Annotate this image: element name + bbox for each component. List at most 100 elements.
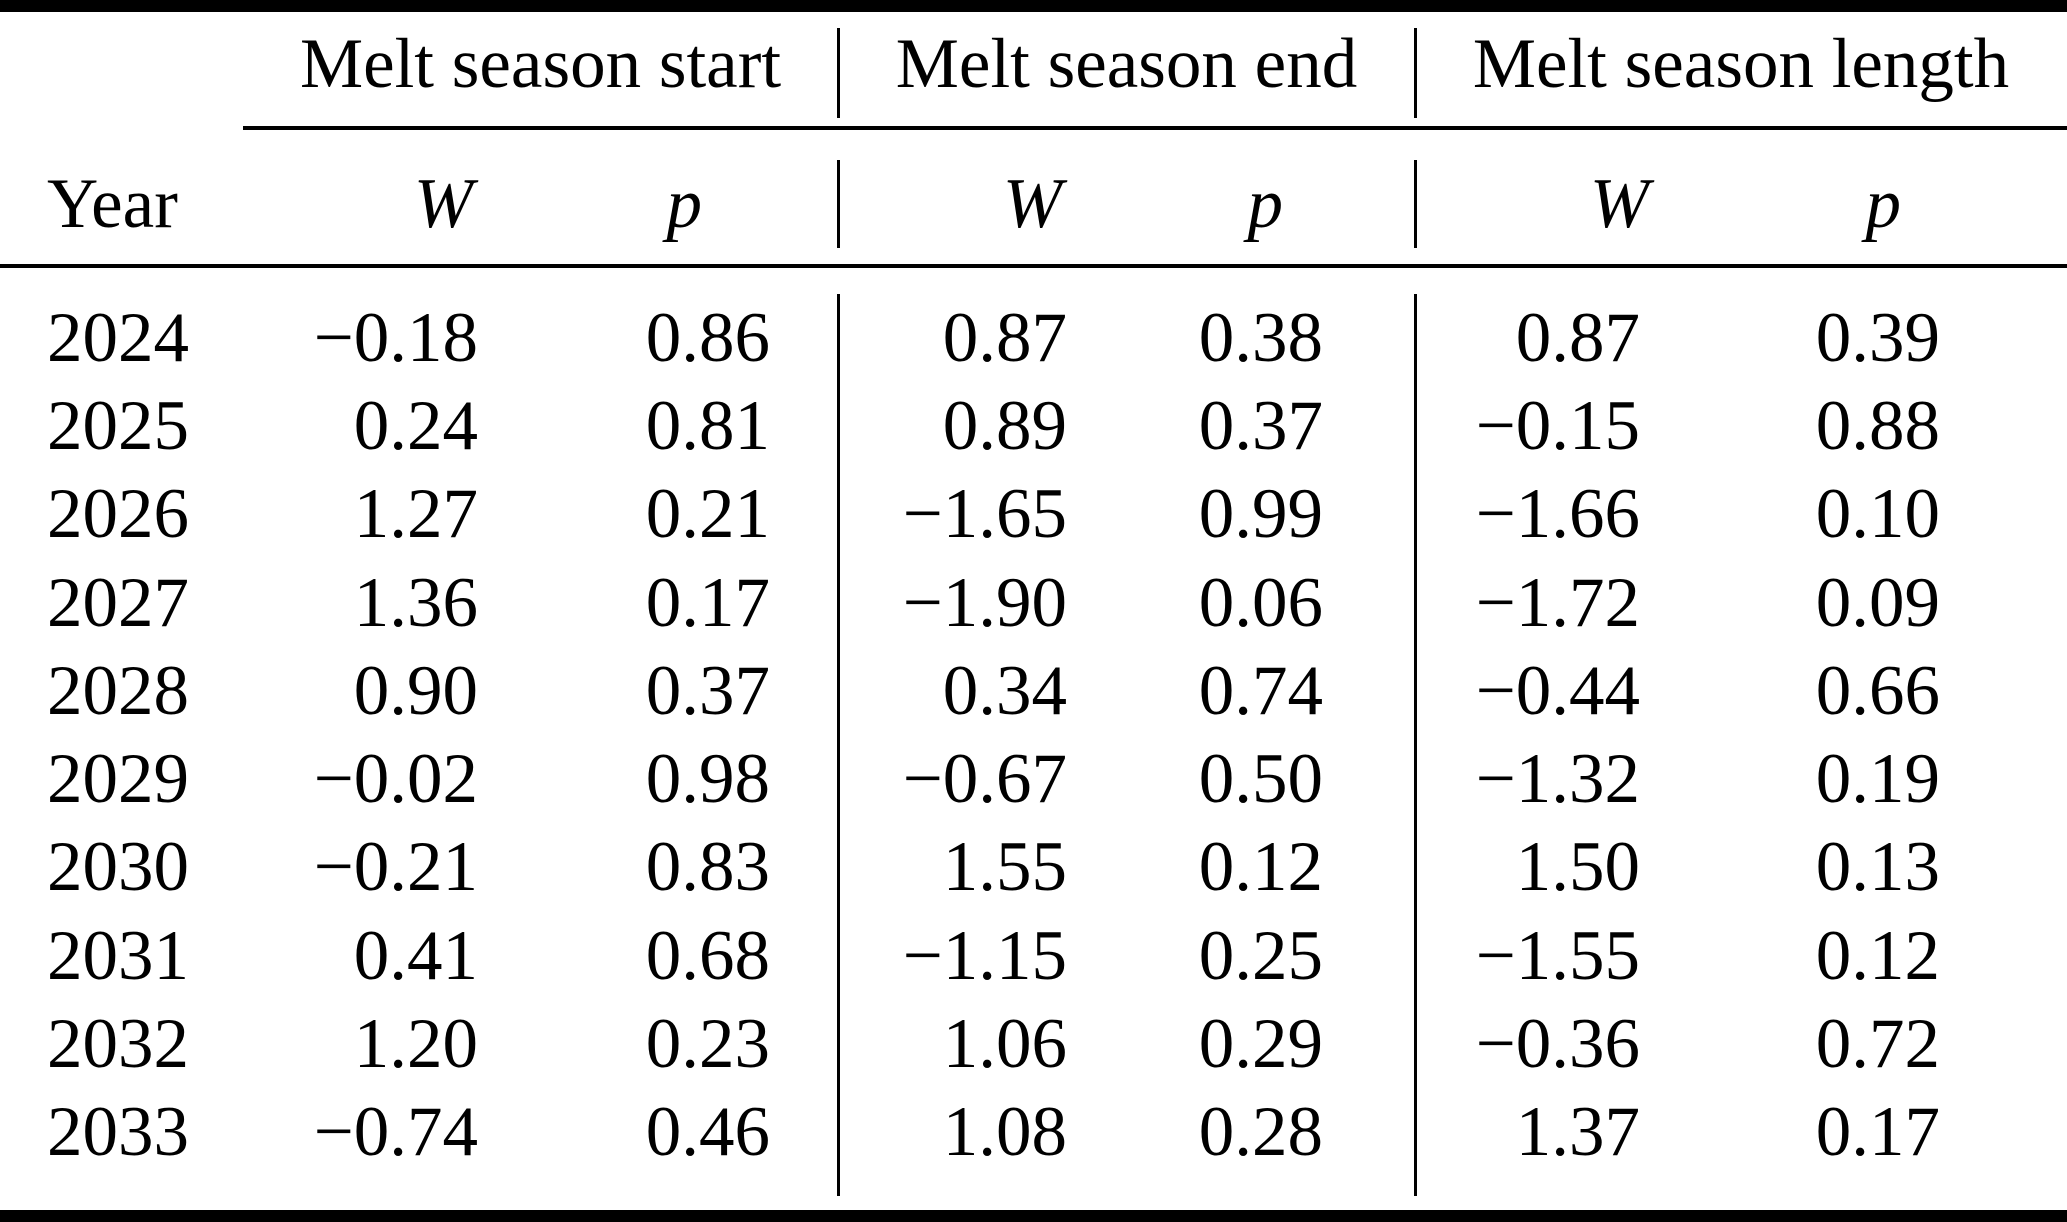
length-p-cell: 0.17 xyxy=(1815,1093,1940,1172)
bottom-rule xyxy=(0,1210,2067,1222)
table-row: 2030 −0.21 0.83 1.55 0.12 1.50 0.13 xyxy=(0,824,2067,912)
start-w-cell: 0.41 xyxy=(353,916,478,995)
end-p-cell: 0.06 xyxy=(1198,563,1323,642)
start-w-cell: 1.36 xyxy=(353,563,478,642)
length-w-cell: −0.44 xyxy=(1475,651,1640,730)
start-p-cell: 0.98 xyxy=(645,740,770,819)
end-p-cell: 0.50 xyxy=(1198,740,1323,819)
length-p-cell: 0.72 xyxy=(1815,1005,1940,1084)
start-w-cell: 0.90 xyxy=(353,651,478,730)
year-cell: 2029 xyxy=(47,740,189,819)
end-p-cell: 0.38 xyxy=(1198,298,1323,377)
column-separator xyxy=(837,28,840,118)
length-p-cell: 0.13 xyxy=(1815,828,1940,907)
end-w-cell: −1.65 xyxy=(902,475,1067,554)
length-w-cell: −1.72 xyxy=(1475,563,1640,642)
end-w-cell: 0.87 xyxy=(942,298,1067,377)
start-w-cell: −0.21 xyxy=(313,828,478,907)
group-header-row: Melt season start Melt season end Melt s… xyxy=(0,12,2067,126)
year-cell: 2025 xyxy=(47,386,189,465)
year-cell: 2026 xyxy=(47,475,189,554)
end-p-cell: 0.37 xyxy=(1198,386,1323,465)
start-p-cell: 0.46 xyxy=(645,1093,770,1172)
start-p-cell: 0.17 xyxy=(645,563,770,642)
table-row: 2026 1.27 0.21 −1.65 0.99 −1.66 0.10 xyxy=(0,471,2067,559)
length-p-cell: 0.19 xyxy=(1815,740,1940,819)
end-w-cell: −1.15 xyxy=(902,916,1067,995)
end-w-cell: 0.89 xyxy=(942,386,1067,465)
table-row: 2027 1.36 0.17 −1.90 0.06 −1.72 0.09 xyxy=(0,559,2067,647)
start-w-cell: −0.74 xyxy=(313,1093,478,1172)
start-w-cell: 1.27 xyxy=(353,475,478,554)
end-w-cell: −0.67 xyxy=(902,740,1067,819)
end-p-cell: 0.12 xyxy=(1198,828,1323,907)
group-header-melt-season-start: Melt season start xyxy=(299,24,782,103)
length-w-cell: −0.15 xyxy=(1475,386,1640,465)
year-cell: 2028 xyxy=(47,651,189,730)
year-column-header: Year xyxy=(47,164,178,243)
length-p-column-header: p xyxy=(1865,164,1902,243)
column-separator xyxy=(837,160,840,248)
column-separator xyxy=(1414,294,1417,1196)
length-w-cell: 1.37 xyxy=(1515,1093,1640,1172)
length-p-cell: 0.09 xyxy=(1815,563,1940,642)
group-header-melt-season-length: Melt season length xyxy=(1472,24,2010,103)
start-w-cell: −0.02 xyxy=(313,740,478,819)
start-w-cell: 1.20 xyxy=(353,1005,478,1084)
end-w-cell: 1.55 xyxy=(942,828,1067,907)
end-p-cell: 0.25 xyxy=(1198,916,1323,995)
header-rule xyxy=(0,264,2067,268)
start-p-column-header: p xyxy=(666,164,703,243)
top-rule xyxy=(0,0,2067,12)
end-p-cell: 0.28 xyxy=(1198,1093,1323,1172)
end-p-cell: 0.99 xyxy=(1198,475,1323,554)
column-header-row: Year W p W p W p xyxy=(0,130,2067,264)
start-w-cell: −0.18 xyxy=(313,298,478,377)
end-p-cell: 0.74 xyxy=(1198,651,1323,730)
year-cell: 2027 xyxy=(47,563,189,642)
start-p-cell: 0.21 xyxy=(645,475,770,554)
length-w-column-header: W xyxy=(1589,164,1649,243)
length-w-cell: 0.87 xyxy=(1515,298,1640,377)
end-p-cell: 0.29 xyxy=(1198,1005,1323,1084)
start-p-cell: 0.83 xyxy=(645,828,770,907)
length-p-cell: 0.12 xyxy=(1815,916,1940,995)
end-w-cell: −1.90 xyxy=(902,563,1067,642)
start-p-cell: 0.86 xyxy=(645,298,770,377)
table-row: 2024 −0.18 0.86 0.87 0.38 0.87 0.39 xyxy=(0,294,2067,382)
year-cell: 2033 xyxy=(47,1093,189,1172)
start-p-cell: 0.23 xyxy=(645,1005,770,1084)
end-w-column-header: W xyxy=(1002,164,1062,243)
table-row: 2028 0.90 0.37 0.34 0.74 −0.44 0.66 xyxy=(0,647,2067,735)
end-w-cell: 1.06 xyxy=(942,1005,1067,1084)
length-p-cell: 0.66 xyxy=(1815,651,1940,730)
length-w-cell: −1.32 xyxy=(1475,740,1640,819)
table-row: 2033 −0.74 0.46 1.08 0.28 1.37 0.17 xyxy=(0,1089,2067,1177)
table-row: 2031 0.41 0.68 −1.15 0.25 −1.55 0.12 xyxy=(0,912,2067,1000)
length-w-cell: −0.36 xyxy=(1475,1005,1640,1084)
year-cell: 2030 xyxy=(47,828,189,907)
year-cell: 2024 xyxy=(47,298,189,377)
table-body: 2024 −0.18 0.86 0.87 0.38 0.87 0.39 2025… xyxy=(0,268,2067,1204)
table-row: 2025 0.24 0.81 0.89 0.37 −0.15 0.88 xyxy=(0,382,2067,470)
length-p-cell: 0.10 xyxy=(1815,475,1940,554)
group-header-melt-season-end: Melt season end xyxy=(895,24,1358,103)
year-cell: 2032 xyxy=(47,1005,189,1084)
start-p-cell: 0.81 xyxy=(645,386,770,465)
start-w-cell: 0.24 xyxy=(353,386,478,465)
length-w-cell: −1.66 xyxy=(1475,475,1640,554)
end-p-column-header: p xyxy=(1247,164,1284,243)
start-w-column-header: W xyxy=(413,164,473,243)
start-p-cell: 0.37 xyxy=(645,651,770,730)
table-row: 2032 1.20 0.23 1.06 0.29 −0.36 0.72 xyxy=(0,1000,2067,1088)
start-p-cell: 0.68 xyxy=(645,916,770,995)
length-p-cell: 0.88 xyxy=(1815,386,1940,465)
column-separator xyxy=(1414,28,1417,118)
end-w-cell: 1.08 xyxy=(942,1093,1067,1172)
length-w-cell: −1.55 xyxy=(1475,916,1640,995)
length-p-cell: 0.39 xyxy=(1815,298,1940,377)
column-separator xyxy=(837,294,840,1196)
length-w-cell: 1.50 xyxy=(1515,828,1640,907)
group-header-underline xyxy=(243,126,2067,130)
end-w-cell: 0.34 xyxy=(942,651,1067,730)
